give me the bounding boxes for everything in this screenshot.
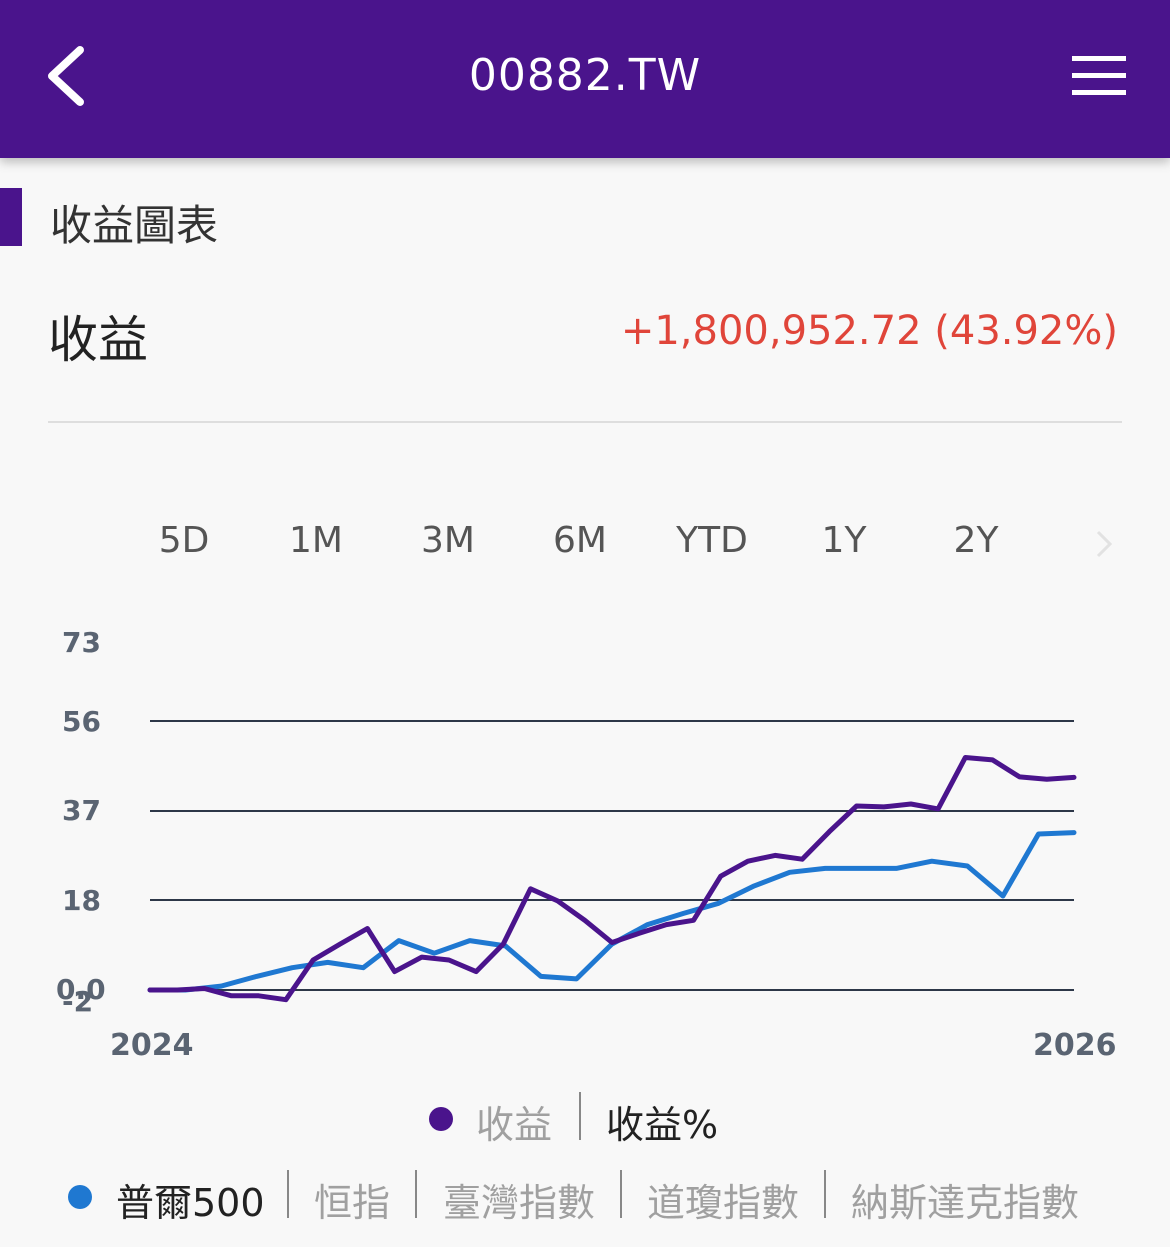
legend-separator <box>579 1092 581 1140</box>
chevron-right-icon <box>1096 530 1113 558</box>
portfolio-line <box>147 755 1077 1003</box>
legend-primary: 收益 收益% <box>0 1090 1170 1150</box>
performance-chart <box>147 720 1077 1003</box>
legend-separator <box>415 1170 417 1218</box>
legend-item-profit-percent[interactable]: 收益% <box>606 1103 719 1147</box>
page-title: 00882.TW <box>468 50 702 101</box>
x-tick-label: 2024 <box>110 1028 194 1063</box>
tab-3m[interactable]: 3M <box>421 520 475 561</box>
menu-button[interactable] <box>1064 46 1134 106</box>
legend-item-sp500[interactable]: 普爾500 <box>116 1181 265 1225</box>
legend-item-taiwan-index[interactable]: 臺灣指數 <box>443 1181 596 1225</box>
tab-6m[interactable]: 6M <box>553 520 607 561</box>
legend-separator <box>287 1170 289 1218</box>
tab-1y[interactable]: 1Y <box>821 520 867 561</box>
legend-separator <box>620 1170 622 1218</box>
section-accent-bar <box>0 188 22 246</box>
benchmark-line <box>147 830 1077 993</box>
tab-ytd[interactable]: YTD <box>676 520 748 561</box>
chevron-left-icon <box>48 46 84 106</box>
range-tabs: 5D 1M 3M 6M YTD 1Y 2Y <box>118 520 1118 570</box>
tab-2y[interactable]: 2Y <box>953 520 999 561</box>
legend-item-dow-jones[interactable]: 道瓊指數 <box>647 1181 800 1225</box>
tab-5d[interactable]: 5D <box>158 520 210 561</box>
legend-dot-benchmark <box>68 1185 92 1209</box>
divider <box>48 421 1122 423</box>
legend-separator <box>824 1170 826 1218</box>
tab-1m[interactable]: 1M <box>289 520 343 561</box>
profit-value: +1,800,952.72 (43.92%) <box>620 308 1118 354</box>
legend-benchmarks: 普爾500 恒指 臺灣指數 道瓊指數 納斯達克指數 <box>0 1166 1170 1226</box>
legend-item-profit[interactable]: 收益 <box>476 1103 553 1147</box>
y-tick-label: 56 <box>62 705 101 738</box>
y-tick-label: 0.0 <box>56 973 106 1006</box>
legend-item-hsi[interactable]: 恒指 <box>314 1181 391 1225</box>
legend-dot-portfolio <box>429 1107 453 1131</box>
hamburger-menu-icon <box>1072 56 1126 95</box>
x-tick-label: 2026 <box>1033 1028 1117 1063</box>
range-next-button[interactable] <box>1092 528 1116 560</box>
legend-item-nasdaq[interactable]: 納斯達克指數 <box>851 1181 1080 1225</box>
section-title: 收益圖表 <box>50 201 219 250</box>
y-tick-label: 37 <box>62 794 101 827</box>
y-tick-label: 18 <box>62 884 101 917</box>
top-app-bar: 00882.TW <box>0 0 1170 158</box>
back-button[interactable] <box>36 36 116 116</box>
y-tick-label: -2 <box>62 985 94 1018</box>
profit-label: 收益 <box>48 311 148 369</box>
y-tick-label: 73 <box>62 626 101 659</box>
